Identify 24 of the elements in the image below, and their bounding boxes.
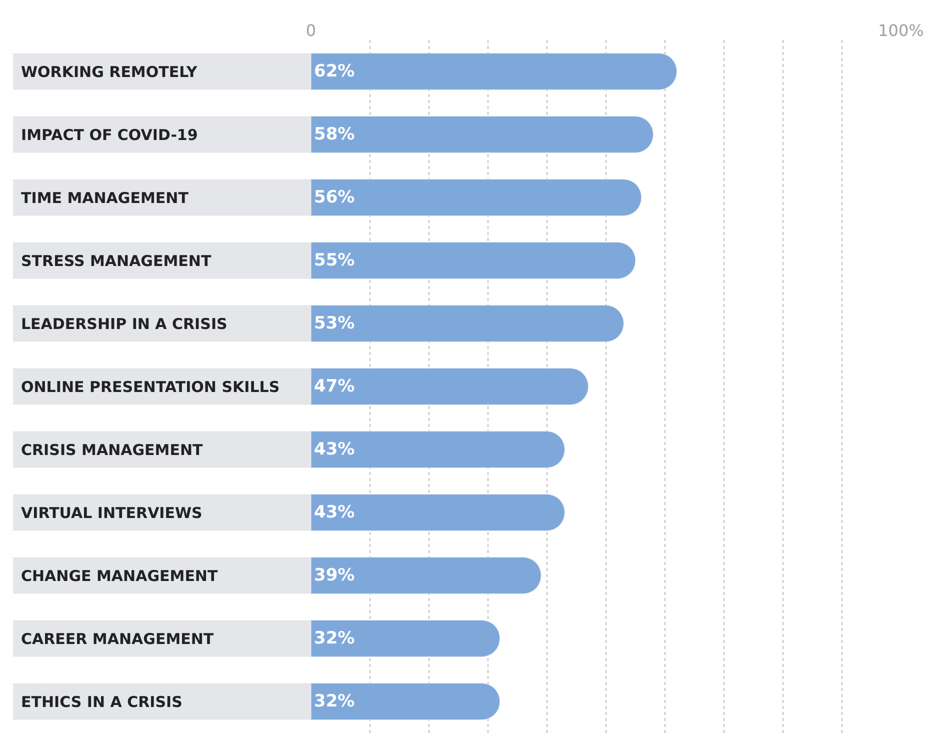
data-label: 55% — [314, 250, 355, 270]
y-tick-label: STRESS MANAGEMENT — [21, 252, 212, 270]
data-label: 32% — [314, 628, 355, 648]
y-tick-label: TIME MANAGEMENT — [21, 189, 190, 207]
y-tick-label: IMPACT OF COVID-19 — [21, 126, 198, 144]
data-label: 39% — [314, 566, 355, 586]
data-label: 62% — [314, 62, 355, 82]
y-tick-label: VIRTUAL INTERVIEWS — [21, 504, 202, 522]
x-tick-label: 100% — [878, 20, 924, 40]
data-label: 32% — [314, 692, 355, 712]
y-tick-label: ETHICS IN A CRISIS — [21, 693, 182, 711]
data-label: 43% — [314, 440, 355, 460]
data-label: 47% — [314, 376, 355, 396]
y-tick-label: CAREER MANAGEMENT — [21, 630, 214, 648]
y-tick-label: LEADERSHIP IN A CRISIS — [21, 315, 228, 333]
x-tick-label: 0 — [306, 20, 316, 40]
y-tick-label: WORKING REMOTELY — [21, 63, 198, 81]
y-tick-label: ONLINE PRESENTATION SKILLS — [21, 378, 280, 396]
data-label: 58% — [314, 124, 355, 144]
data-label: 43% — [314, 502, 355, 522]
data-label: 56% — [314, 188, 355, 208]
y-tick-label: CHANGE MANAGEMENT — [21, 567, 218, 585]
y-tick-label: CRISIS MANAGEMENT — [21, 441, 204, 459]
data-label: 53% — [314, 314, 355, 334]
